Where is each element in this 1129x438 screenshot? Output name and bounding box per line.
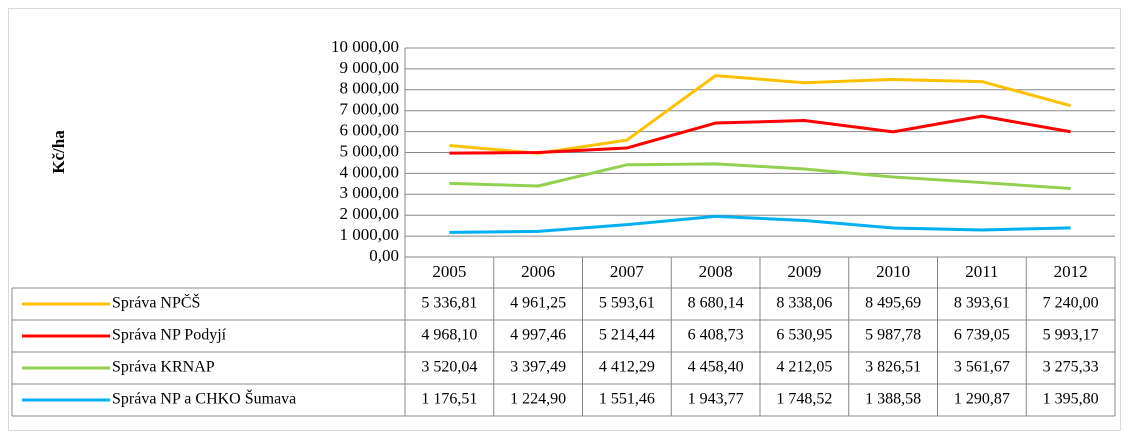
table-value: 4 997,46 bbox=[510, 327, 566, 344]
table-value: 5 993,17 bbox=[1043, 327, 1099, 344]
table-value: 6 739,05 bbox=[954, 327, 1010, 344]
y-tick-label: 5 000,00 bbox=[340, 141, 400, 160]
x-tick-label: 2009 bbox=[787, 262, 821, 281]
table-value: 1 748,52 bbox=[776, 391, 832, 408]
x-tick-label: 2010 bbox=[876, 262, 910, 281]
x-tick-label: 2006 bbox=[521, 262, 555, 281]
y-tick-label: 10 000,00 bbox=[331, 37, 399, 56]
table-value: 6 530,95 bbox=[776, 327, 832, 344]
y-axis-label: Kč/ha bbox=[49, 130, 68, 174]
table-value: 1 388,58 bbox=[865, 391, 921, 408]
x-tick-label: 2008 bbox=[699, 262, 733, 281]
legend-label: Správa NP a CHKO Šumava bbox=[112, 389, 296, 408]
table-value: 8 338,06 bbox=[776, 295, 832, 312]
y-tick-label: 1 000,00 bbox=[340, 225, 400, 244]
legend-label: Správa NPČŠ bbox=[112, 293, 200, 312]
table-value: 1 943,77 bbox=[688, 391, 744, 408]
table-value: 5 987,78 bbox=[865, 327, 921, 344]
table-value: 1 224,90 bbox=[510, 391, 566, 408]
table-value: 4 458,40 bbox=[688, 359, 744, 376]
table-value: 1 290,87 bbox=[954, 391, 1010, 408]
y-tick-label: 3 000,00 bbox=[340, 183, 400, 202]
table-value: 4 412,29 bbox=[599, 359, 655, 376]
series-line bbox=[449, 114, 1071, 155]
table-value: 6 408,73 bbox=[688, 327, 744, 344]
x-tick-label: 2011 bbox=[965, 262, 998, 281]
table-value: 1 551,46 bbox=[599, 391, 655, 408]
table-value: 1 176,51 bbox=[421, 391, 477, 408]
table-value: 3 826,51 bbox=[865, 359, 921, 376]
table-value: 3 520,04 bbox=[421, 359, 477, 376]
legend-label: Správa NP Podyjí bbox=[112, 327, 227, 344]
x-tick-label: 2012 bbox=[1054, 262, 1088, 281]
table-value: 5 336,81 bbox=[421, 295, 477, 312]
y-tick-label: 4 000,00 bbox=[340, 162, 400, 181]
table-value: 3 275,33 bbox=[1043, 359, 1099, 376]
series-line bbox=[449, 214, 1071, 234]
table-value: 4 212,05 bbox=[776, 359, 832, 376]
x-tick-label: 2007 bbox=[610, 262, 645, 281]
table-value: 4 961,25 bbox=[510, 295, 566, 312]
legend-label: Správa KRNAP bbox=[112, 359, 215, 376]
table-value: 4 968,10 bbox=[421, 327, 477, 344]
y-tick-label: 0,00 bbox=[369, 246, 399, 265]
table-value: 1 395,80 bbox=[1043, 391, 1099, 408]
y-tick-label: 9 000,00 bbox=[340, 58, 400, 77]
y-tick-label: 2 000,00 bbox=[340, 204, 400, 223]
table-value: 8 393,61 bbox=[954, 295, 1010, 312]
x-tick-label: 2005 bbox=[432, 262, 466, 281]
chart-border bbox=[8, 8, 1121, 431]
table-value: 7 240,00 bbox=[1043, 295, 1099, 312]
series-line bbox=[449, 162, 1071, 191]
table-value: 3 397,49 bbox=[510, 359, 566, 376]
table-value: 5 593,61 bbox=[599, 295, 655, 312]
y-tick-label: 6 000,00 bbox=[340, 121, 400, 140]
y-tick-label: 7 000,00 bbox=[340, 100, 400, 119]
y-tick-label: 8 000,00 bbox=[340, 79, 400, 98]
table-value: 8 495,69 bbox=[865, 295, 921, 312]
table-value: 5 214,44 bbox=[599, 327, 655, 344]
table-value: 3 561,67 bbox=[954, 359, 1010, 376]
table-value: 8 680,14 bbox=[688, 295, 744, 312]
